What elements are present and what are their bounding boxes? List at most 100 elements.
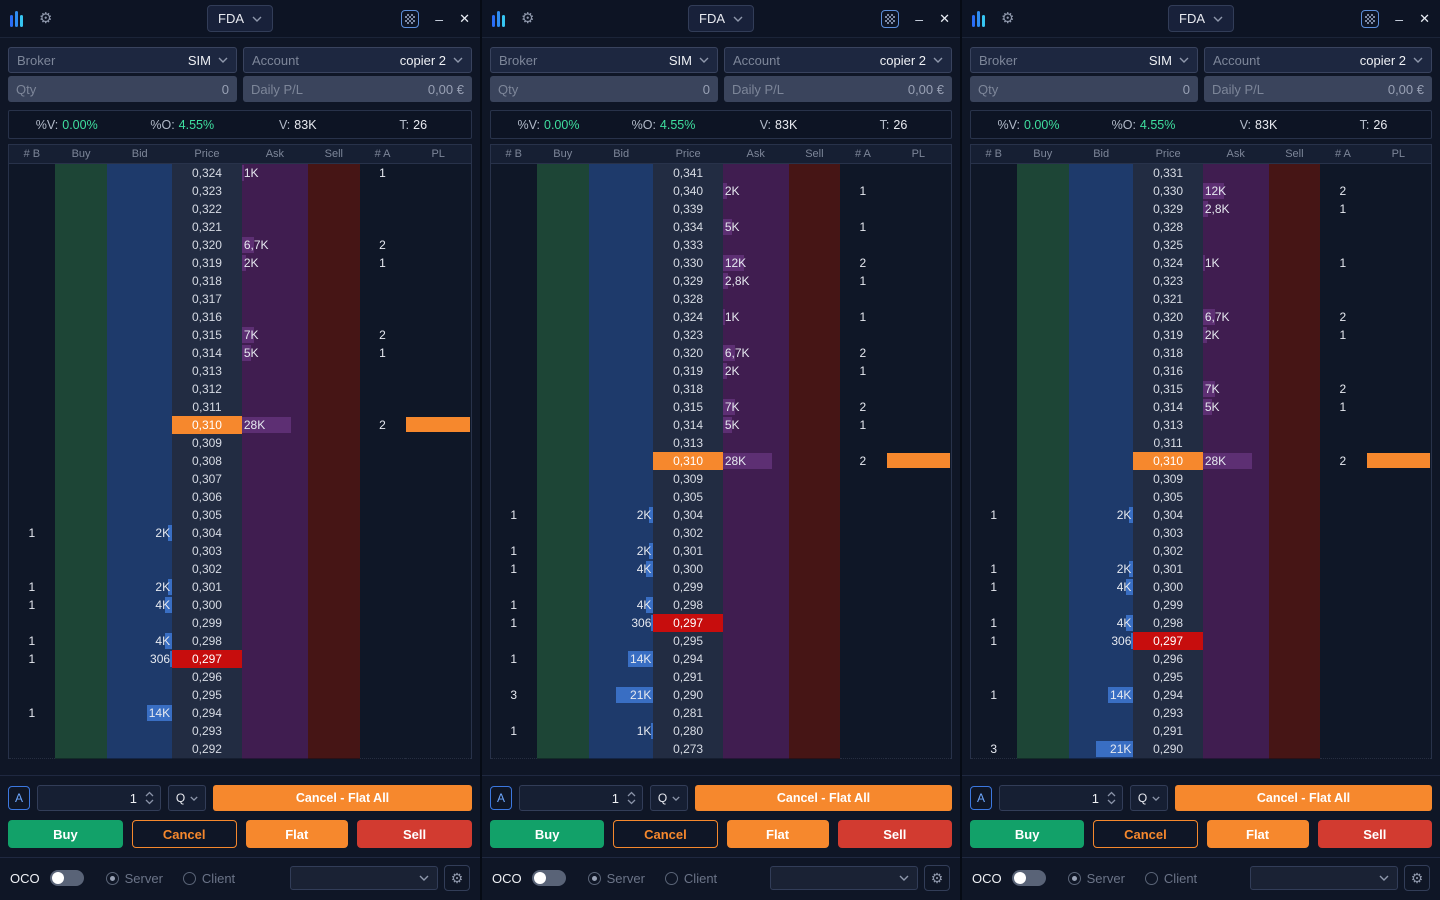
sell-column-cell[interactable] <box>788 254 841 273</box>
sell-column-cell[interactable] <box>307 524 360 543</box>
instrument-selector[interactable]: FDA <box>1168 5 1234 32</box>
auto-button[interactable]: A <box>970 786 992 810</box>
ask-volume-cell[interactable]: 2,8K <box>722 272 789 291</box>
buy-column-cell[interactable] <box>1016 308 1069 327</box>
sell-column-cell[interactable] <box>1268 722 1321 741</box>
bid-volume-cell[interactable]: 306 <box>107 650 173 669</box>
buy-column-cell[interactable] <box>54 272 108 291</box>
bid-volume-cell[interactable]: 2K <box>588 542 654 561</box>
bid-volume-cell[interactable]: 4K <box>107 596 173 615</box>
buy-column-cell[interactable] <box>1016 290 1069 309</box>
ask-volume-cell[interactable] <box>1202 218 1269 237</box>
buy-column-cell[interactable] <box>54 668 108 687</box>
buy-column-cell[interactable] <box>536 416 589 435</box>
buy-column-cell[interactable] <box>536 434 589 453</box>
sell-column-cell[interactable] <box>307 488 360 507</box>
ask-volume-cell[interactable]: 12K <box>722 254 789 273</box>
sell-column-cell[interactable] <box>788 488 841 507</box>
ask-volume-cell[interactable] <box>722 650 789 669</box>
sell-column-cell[interactable] <box>307 686 360 705</box>
ask-volume-cell[interactable] <box>722 200 789 219</box>
sell-column-cell[interactable] <box>788 524 841 543</box>
ask-volume-cell[interactable] <box>1202 272 1269 291</box>
instrument-selector[interactable]: FDA <box>688 5 754 32</box>
bid-volume-cell[interactable] <box>1068 326 1134 345</box>
buy-column-cell[interactable] <box>536 164 589 183</box>
buy-column-cell[interactable] <box>54 398 108 417</box>
sell-column-cell[interactable] <box>1268 398 1321 417</box>
sell-column-cell[interactable] <box>1268 290 1321 309</box>
ask-volume-cell[interactable] <box>241 542 308 561</box>
buy-column-cell[interactable] <box>1016 488 1069 507</box>
ask-volume-cell[interactable] <box>1202 524 1269 543</box>
bid-volume-cell[interactable] <box>107 434 173 453</box>
ask-volume-cell[interactable] <box>1202 722 1269 741</box>
bid-volume-cell[interactable] <box>588 470 654 489</box>
buy-column-cell[interactable] <box>54 290 108 309</box>
oco-toggle[interactable] <box>531 870 566 886</box>
buy-column-cell[interactable] <box>1016 524 1069 543</box>
ask-volume-cell[interactable] <box>1202 290 1269 309</box>
ask-volume-cell[interactable] <box>722 596 789 615</box>
buy-column-cell[interactable] <box>536 596 589 615</box>
ask-volume-cell[interactable]: 5K <box>722 416 789 435</box>
ask-volume-cell[interactable] <box>1202 470 1269 489</box>
sell-column-cell[interactable] <box>1268 200 1321 219</box>
buy-column-cell[interactable] <box>54 452 108 471</box>
buy-column-cell[interactable] <box>54 488 108 507</box>
bid-volume-cell[interactable] <box>107 740 173 759</box>
buy-column-cell[interactable] <box>1016 506 1069 525</box>
bid-volume-cell[interactable] <box>1068 650 1134 669</box>
sell-column-cell[interactable] <box>1268 254 1321 273</box>
sell-column-cell[interactable] <box>307 506 360 525</box>
ask-volume-cell[interactable]: 28K <box>1202 452 1269 471</box>
sell-column-cell[interactable] <box>788 650 841 669</box>
sell-column-cell[interactable] <box>1268 344 1321 363</box>
bid-volume-cell[interactable] <box>107 560 173 579</box>
bid-volume-cell[interactable] <box>588 290 654 309</box>
sell-column-cell[interactable] <box>788 290 841 309</box>
ask-volume-cell[interactable] <box>722 326 789 345</box>
sell-column-cell[interactable] <box>307 236 360 255</box>
bid-volume-cell[interactable] <box>588 632 654 651</box>
ask-volume-cell[interactable] <box>1202 362 1269 381</box>
buy-column-cell[interactable] <box>54 506 108 525</box>
bid-volume-cell[interactable] <box>588 182 654 201</box>
buy-column-cell[interactable] <box>54 380 108 399</box>
bid-volume-cell[interactable] <box>1068 722 1134 741</box>
bid-volume-cell[interactable] <box>107 182 173 201</box>
bid-volume-cell[interactable] <box>1068 704 1134 723</box>
close-icon[interactable]: ✕ <box>459 11 470 26</box>
quantity-stepper-icon[interactable] <box>145 791 154 805</box>
sell-column-cell[interactable] <box>788 344 841 363</box>
sell-column-cell[interactable] <box>307 254 360 273</box>
settings-gear-icon[interactable]: ⚙ <box>1001 10 1015 27</box>
bid-volume-cell[interactable] <box>107 470 173 489</box>
close-icon[interactable]: ✕ <box>1419 11 1430 26</box>
buy-column-cell[interactable] <box>536 668 589 687</box>
sell-column-cell[interactable] <box>1268 668 1321 687</box>
bid-volume-cell[interactable] <box>1068 344 1134 363</box>
server-radio[interactable] <box>105 871 119 885</box>
sell-column-cell[interactable] <box>307 434 360 453</box>
sell-button[interactable]: Sell <box>837 820 952 848</box>
buy-column-cell[interactable] <box>536 632 589 651</box>
broker-select[interactable]: Broker SIM <box>8 47 237 73</box>
buy-column-cell[interactable] <box>536 686 589 705</box>
buy-column-cell[interactable] <box>1016 650 1069 669</box>
bid-volume-cell[interactable] <box>1068 488 1134 507</box>
buy-column-cell[interactable] <box>536 182 589 201</box>
quantity-preset-dropdown[interactable]: Q <box>650 785 688 811</box>
buy-column-cell[interactable] <box>536 308 589 327</box>
bid-volume-cell[interactable] <box>107 254 173 273</box>
sell-column-cell[interactable] <box>1268 578 1321 597</box>
ask-volume-cell[interactable]: 28K <box>722 452 789 471</box>
buy-column-cell[interactable] <box>536 524 589 543</box>
ask-volume-cell[interactable]: 2K <box>722 362 789 381</box>
bid-volume-cell[interactable] <box>1068 434 1134 453</box>
bid-volume-cell[interactable] <box>588 524 654 543</box>
sell-column-cell[interactable] <box>1268 632 1321 651</box>
ask-volume-cell[interactable]: 1K <box>1202 254 1269 273</box>
bid-volume-cell[interactable]: 2K <box>1068 506 1134 525</box>
settings-gear-icon[interactable]: ⚙ <box>521 10 535 27</box>
